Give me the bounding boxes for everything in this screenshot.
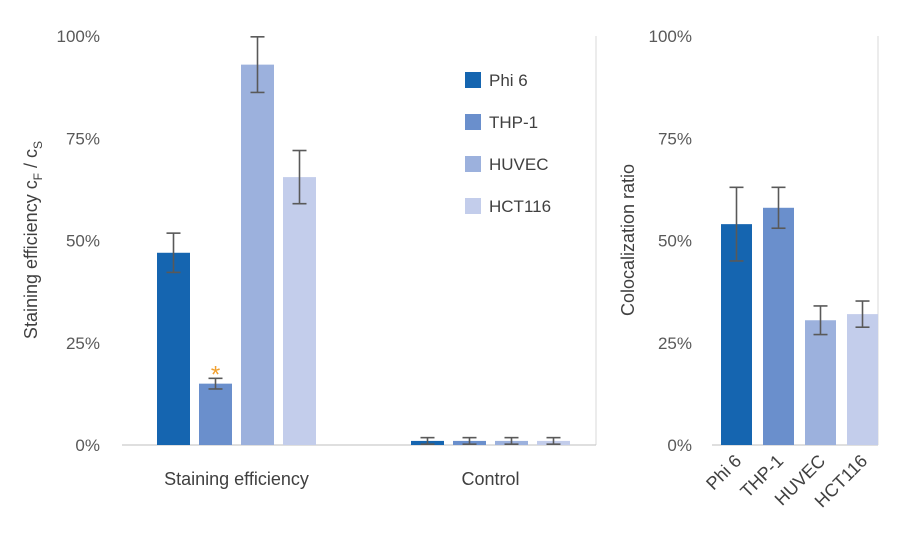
left-bar-staining-efficiency-phi-6 (157, 252, 190, 445)
right-y-tick-label-50: 50% (658, 232, 692, 251)
left-legend: Phi 6 THP-1 HUVEC HCT116 (465, 71, 551, 216)
significance-asterisk: * (211, 361, 220, 388)
left-y-tick-label-75: 75% (66, 129, 100, 148)
left-y-ticks: 0% 25% 50% 75% 100% (57, 27, 100, 455)
left-y-tick-label-25: 25% (66, 334, 100, 353)
left-y-axis-title: Staining efficiency cF / cS (21, 141, 45, 339)
right-y-tick-label-75: 75% (658, 129, 692, 148)
right-error-bars (729, 186, 870, 336)
right-y-tick-label-25: 25% (658, 334, 692, 353)
legend-label-huvec: HUVEC (489, 155, 549, 174)
left-category-labels: Staining efficiency Control (164, 469, 519, 489)
left-y-tick-label-0: 0% (75, 436, 100, 455)
right-y-tick-label-0: 0% (667, 436, 692, 455)
left-bar-staining-efficiency-thp-1 (199, 383, 232, 445)
left-y-tick-label-50: 50% (66, 232, 100, 251)
right-bar-thp-1 (763, 207, 794, 445)
left-error-bars: * (166, 36, 561, 445)
legend-swatch-phi-6 (465, 72, 481, 88)
left-bar-staining-efficiency-hct116 (283, 177, 316, 446)
left-bar-staining-efficiency-huvec (241, 64, 274, 445)
legend-swatch-huvec (465, 156, 481, 172)
left-y-tick-label-100: 100% (57, 27, 100, 46)
right-bars (721, 207, 878, 445)
right-y-ticks: 0% 25% 50% 75% 100% (649, 27, 692, 455)
right-bar-huvec (805, 320, 836, 445)
right-y-axis-title: Colocalization ratio (618, 164, 638, 316)
right-y-tick-label-100: 100% (649, 27, 692, 46)
legend-label-hct116: HCT116 (489, 197, 551, 216)
left-chart: 0% 25% 50% 75% 100% * Staining efficiency Con… (21, 27, 597, 489)
left-category-label-control: Control (461, 469, 519, 489)
legend-label-thp-1: THP-1 (489, 113, 538, 132)
legend-swatch-hct116 (465, 198, 481, 214)
legend-swatch-thp-1 (465, 114, 481, 130)
left-category-label-staining-efficiency: Staining efficiency (164, 469, 309, 489)
right-bar-hct116 (847, 314, 878, 445)
legend-label-phi-6: Phi 6 (489, 71, 528, 90)
